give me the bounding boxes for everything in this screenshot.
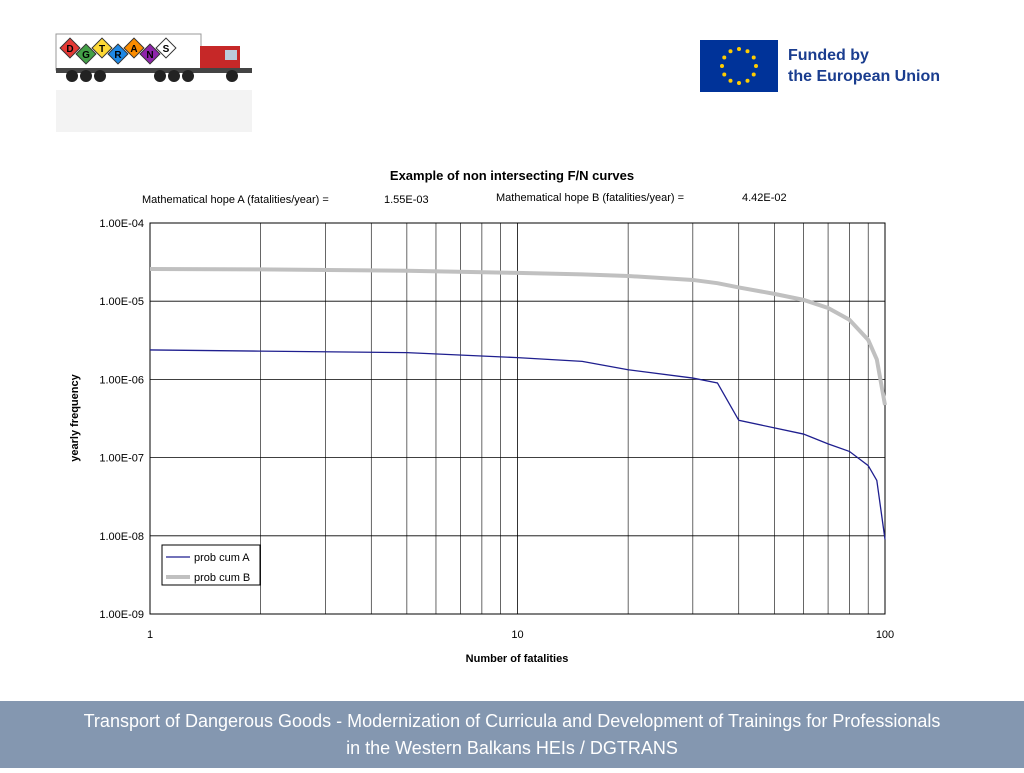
footer-line: in the Western Balkans HEIs / DGTRANS [346,738,678,758]
y-tick-label: 1.00E-09 [99,609,144,621]
eu-star [737,47,741,51]
legend-label: prob cum A [194,552,250,564]
annotation: 1.55E-03 [384,194,429,206]
logo-letter: S [163,44,170,55]
eu-stars [720,47,758,85]
logo-letter: G [82,50,90,61]
y-tick-label: 1.00E-04 [99,218,144,230]
eu-star [754,64,758,68]
logo-letter: D [66,44,73,55]
annotation: 4.42E-02 [742,192,787,204]
eu-star [745,49,750,54]
annotation: Mathematical hope A (fatalities/year) = [142,194,329,206]
annotation: Mathematical hope B (fatalities/year) = [496,192,684,204]
series-line [149,267,887,406]
eu-star [751,55,756,60]
plot: 1.00E-09 1.00E-08 1.00E-07 1.00E-06 1.00E-05… [99,218,894,641]
window [225,50,237,60]
truck-logo [55,33,252,132]
x-tick-label: 10 [511,629,523,641]
logo-letter: T [99,44,105,55]
eu-star [737,81,741,85]
funding-line: the European Union [788,68,940,85]
hazard-diamond [155,37,177,59]
y-tick-label: 1.00E-08 [99,531,144,543]
eu-star [745,78,750,83]
eu-star [728,49,733,54]
funding-line: Funded by [788,47,869,64]
eu-star [751,72,756,77]
wheels [66,70,238,82]
x-axis-title: Number of fatalities [466,653,569,665]
legend-label: prob cum B [194,572,250,584]
hazard-diamond [107,43,129,65]
hazard-diamond [91,37,113,59]
eu-star [728,78,733,83]
chassis [56,68,252,73]
logo-letters: DGTRANS [59,37,177,65]
y-axis-title: yearly frequency [69,373,81,461]
footer-band [0,701,1024,768]
y-tick-label: 1.00E-05 [99,296,144,308]
hazard-diamond [75,43,97,65]
logo-letter: A [130,44,137,55]
hazard-diamond [59,37,81,59]
reflection [56,90,252,132]
x-tick-label: 1 [147,629,153,641]
chart-title: Example of non intersecting F/N curves [390,168,634,183]
series-line [149,349,886,540]
eu-star [722,72,727,77]
logo-letter: N [146,50,153,61]
y-tick-label: 1.00E-06 [99,374,144,386]
x-tick-label: 100 [876,629,894,641]
eu-star [720,64,724,68]
eu-star [722,55,727,60]
hazard-diamond [139,43,161,65]
logo-letter: R [114,50,122,61]
y-tick-label: 1.00E-07 [99,453,144,465]
footer-line: Transport of Dangerous Goods - Moderniza… [84,711,941,731]
hazard-diamond [123,37,145,59]
